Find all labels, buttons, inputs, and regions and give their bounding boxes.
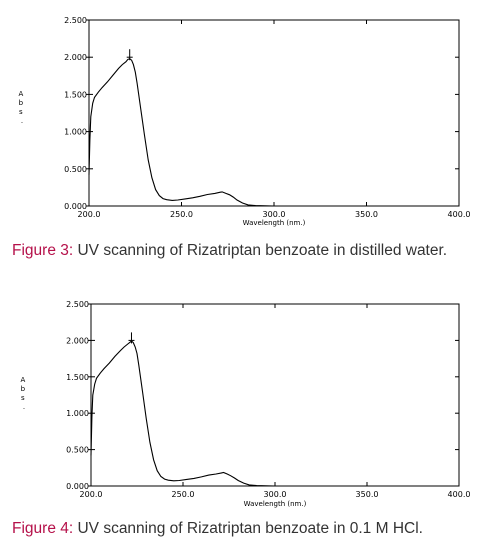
y-tick-label: 2.500 — [66, 300, 89, 309]
peak-marker — [126, 49, 133, 61]
y-axis-title-char: b — [19, 99, 24, 107]
x-tick-label: 400.0 — [448, 210, 471, 219]
uv-chart-2: 0.000 0.500 1.000 1.500 2.000 2.500 200.0 250.… — [20, 300, 471, 508]
x-axis-title: Wavelength (nm.) — [243, 219, 306, 227]
y-axis-title-char: . — [23, 403, 25, 411]
y-axis-ticks: 0.000 0.500 1.000 1.500 2.000 2.500 — [64, 16, 459, 211]
y-axis-title-char: s — [19, 108, 23, 116]
y-axis-title: A b s . — [18, 90, 25, 125]
x-tick-label: 400.0 — [448, 490, 471, 499]
y-tick-label: 0.000 — [64, 202, 87, 211]
y-tick-label: 2.500 — [64, 16, 87, 25]
figure-label: Figure 4: — [12, 520, 74, 537]
y-tick-label: 1.000 — [64, 128, 87, 137]
y-tick-label: 1.500 — [66, 373, 89, 382]
y-axis-ticks: 0.000 0.500 1.000 1.500 2.000 2.500 — [66, 300, 459, 491]
figure-label: Figure 3: — [12, 242, 74, 259]
x-tick-label: 350.0 — [355, 210, 378, 219]
figure-caption-text: UV scanning of Rizatriptan benzoate in 0… — [73, 520, 423, 537]
y-axis-title-char: A — [20, 376, 25, 384]
y-axis-title-char: . — [21, 117, 23, 125]
y-axis-title-char: s — [21, 394, 25, 402]
y-axis-title-char: b — [21, 385, 26, 393]
y-tick-label: 2.000 — [64, 53, 87, 62]
figure-caption: Figure 4: UV scanning of Rizatriptan ben… — [12, 518, 478, 540]
y-tick-label: 1.500 — [64, 90, 87, 99]
x-tick-label: 350.0 — [356, 490, 379, 499]
plot-frame — [88, 19, 460, 207]
peak-marker — [128, 332, 135, 344]
x-tick-label: 200.0 — [78, 210, 101, 219]
figure-caption-text: UV scanning of Rizatriptan benzoate in d… — [73, 242, 448, 259]
absorbance-curve — [88, 58, 459, 207]
y-axis-title-char: A — [18, 90, 23, 98]
x-tick-label: 250.0 — [170, 210, 193, 219]
x-axis-ticks: 200.0 250.0 300.0 350.0 400.0 — [78, 20, 471, 219]
y-tick-label: 1.000 — [66, 409, 89, 418]
y-tick-label: 0.500 — [64, 165, 87, 174]
plot-frame — [90, 303, 460, 487]
x-tick-label: 250.0 — [172, 490, 195, 499]
x-tick-label: 200.0 — [80, 490, 103, 499]
x-tick-label: 300.0 — [263, 210, 286, 219]
figure-caption: Figure 3: UV scanning of Rizatriptan ben… — [12, 240, 478, 262]
x-axis-title: Wavelength (nm.) — [244, 500, 307, 508]
uv-chart-1: 0.000 0.500 1.000 1.500 2.000 2.500 200.0 250.… — [18, 16, 471, 227]
x-axis-ticks: 200.0 250.0 300.0 350.0 400.0 — [80, 304, 471, 499]
y-axis-title: A b s . — [20, 376, 27, 411]
y-tick-label: 0.500 — [66, 446, 89, 455]
y-tick-label: 2.000 — [66, 336, 89, 345]
absorbance-curve — [90, 340, 459, 487]
y-tick-label: 0.000 — [66, 482, 89, 491]
x-tick-label: 300.0 — [264, 490, 287, 499]
